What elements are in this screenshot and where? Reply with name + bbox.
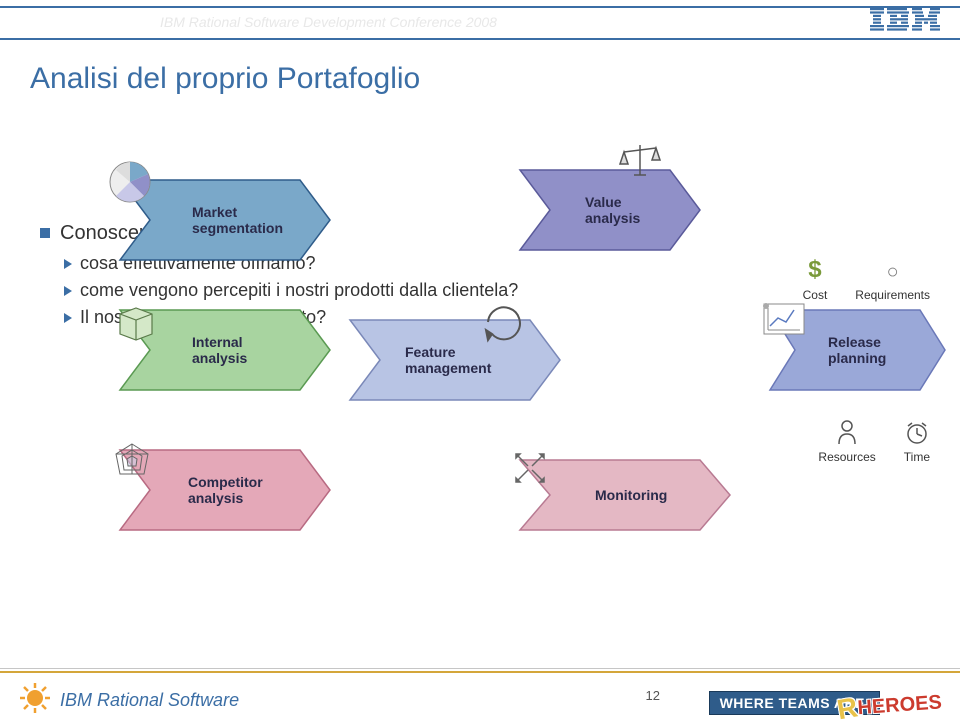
footer-brand: IBM Rational Software <box>60 690 239 711</box>
right-icons-row-2: Resources Time <box>818 420 930 464</box>
cost-icon: $ Cost <box>803 256 828 302</box>
time-icon: Time <box>904 420 930 464</box>
node-label-release: Release planning <box>828 334 886 366</box>
clock-icon <box>905 420 929 446</box>
sun-icon <box>18 681 52 715</box>
flow-diagram <box>0 0 960 640</box>
node-label-competitor: Competitor analysis <box>188 474 263 506</box>
pie-chart-icon <box>110 162 150 202</box>
cube-icon <box>120 308 152 340</box>
resources-label: Resources <box>818 450 875 464</box>
dollar-icon: $ <box>808 256 821 284</box>
heroes-text: HEROES <box>857 691 943 719</box>
heroes-badge: RHEROES <box>836 683 943 722</box>
page-number: 12 <box>646 688 660 703</box>
chart-icon <box>763 303 804 334</box>
requirements-icon: ○ Requirements <box>855 261 930 302</box>
slide: IBM Rational Software Development Confer… <box>0 0 960 725</box>
node-label-value: Value analysis <box>585 194 640 226</box>
node-label-monitoring: Monitoring <box>595 487 667 503</box>
footer-rule-gold <box>0 671 960 673</box>
node-label-market: Market segmentation <box>192 204 283 236</box>
resources-icon: Resources <box>818 420 875 464</box>
right-icons-row-1: $ Cost ○ Requirements <box>803 256 930 302</box>
footer-rule <box>0 668 960 669</box>
requirements-label: Requirements <box>855 288 930 302</box>
circle-icon: ○ <box>887 261 899 284</box>
slide-footer: IBM Rational Software 12 WHERE TEAMS ARE… <box>0 669 960 725</box>
cost-label: Cost <box>803 288 828 302</box>
node-label-internal: Internal analysis <box>192 334 247 366</box>
person-icon <box>836 420 858 446</box>
node-label-feature: Feature management <box>405 344 491 376</box>
time-label: Time <box>904 450 930 464</box>
